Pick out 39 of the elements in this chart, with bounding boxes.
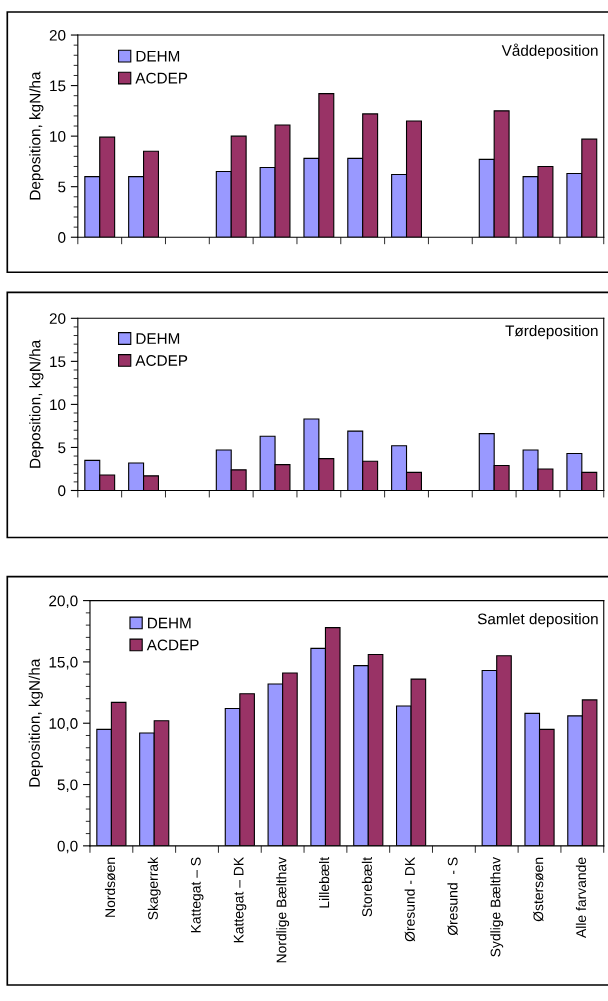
chart-title: Tørdeposition — [505, 324, 598, 340]
legend-label: ACDEP — [135, 355, 188, 366]
x-tick-label: Østersøen — [533, 857, 544, 922]
y-tick-label: 10,0 — [49, 718, 78, 731]
y-tick-label: 5 — [58, 181, 66, 193]
y-axis-title: Deposition, kgN/ha — [28, 658, 43, 787]
y-tick-label: 20,0 — [49, 595, 78, 609]
y-tick-label: 10 — [50, 131, 66, 142]
x-tick-label: Nordlige Bælthav — [276, 857, 290, 963]
y-tick-label: 10 — [50, 399, 66, 411]
x-tick-label: Sydlige Bælthav — [490, 857, 504, 957]
y-tick-label: 0 — [58, 232, 66, 243]
text: Våddeposition — [501, 43, 598, 59]
y-tick-label: 0,0 — [57, 840, 78, 854]
x-tick-label: Nordsøen — [104, 857, 116, 917]
legend-label: DEHM — [136, 50, 180, 62]
y-tick-label: 15 — [50, 356, 66, 368]
y-tick-label: 20 — [49, 313, 66, 324]
y-tick-label: 5,0 — [57, 779, 78, 793]
y-axis-title: Deposition, kgN/ha — [29, 339, 44, 468]
x-tick-label: Øresund - S — [447, 857, 458, 936]
x-tick-label: Lillebælt — [318, 857, 330, 908]
legend-label: ACDEP — [146, 639, 199, 651]
x-tick-label: Alle farvande — [575, 857, 587, 938]
x-tick-label: Storebælt — [361, 857, 372, 917]
y-tick-label: 20 — [49, 29, 66, 41]
y-tick-label: 15,0 — [49, 656, 78, 670]
y-axis-title: Deposition, kgN/ha — [29, 71, 44, 200]
x-tick-label: Kattegat – DK — [233, 857, 247, 943]
text: Samlet deposition — [477, 613, 598, 628]
x-tick-label: Skagerrak — [147, 856, 161, 920]
y-tick-label: 5 — [58, 442, 66, 454]
legend-label: ACDEP — [135, 72, 188, 84]
x-tick-label: Øresund - DK — [404, 857, 416, 942]
y-tick-label: 0 — [58, 485, 66, 497]
legend-label: DEHM — [148, 617, 191, 629]
legend-label: DEHM — [136, 333, 180, 344]
y-tick-label: 15 — [50, 80, 66, 92]
x-tick-label: Kattegat – S — [190, 857, 204, 933]
